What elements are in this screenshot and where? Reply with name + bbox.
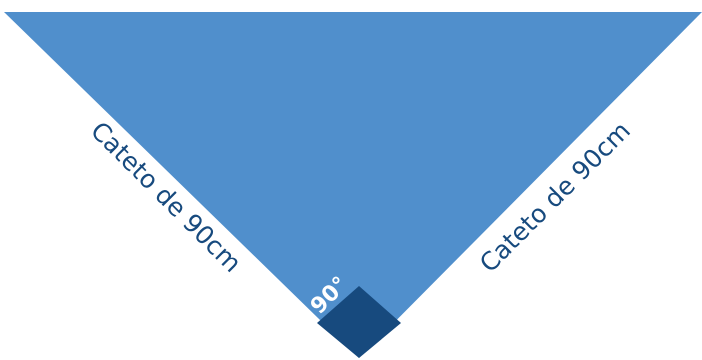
- right-triangle: [4, 12, 702, 358]
- right-angle-marker: [317, 286, 401, 358]
